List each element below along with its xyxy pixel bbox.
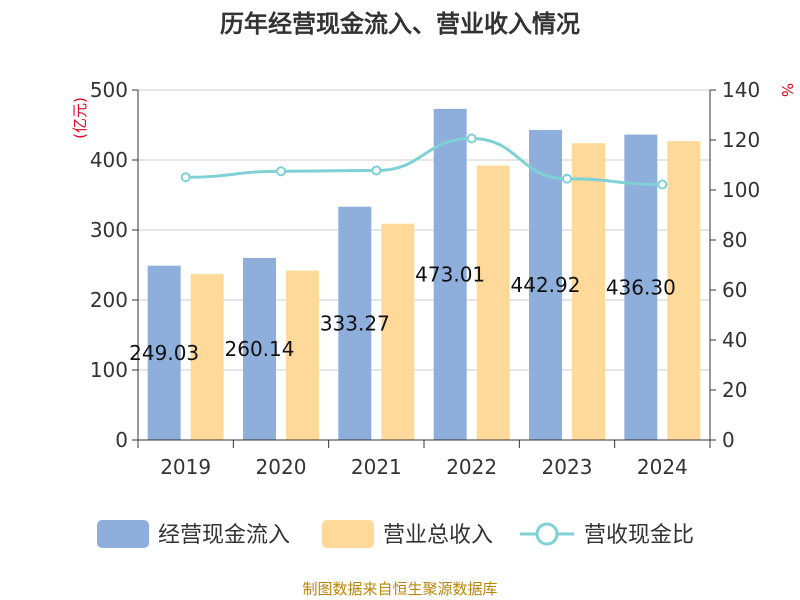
right-tick-label: 20 [722, 378, 747, 402]
left-tick-label: 400 [90, 148, 128, 172]
right-tick-label: 100 [722, 178, 760, 202]
right-axis-unit: % [778, 83, 796, 97]
data-label: 260.14 [225, 337, 295, 361]
right-tick-label: 120 [722, 128, 760, 152]
ratio-point [466, 133, 477, 144]
x-tick-label: 2022 [446, 455, 497, 479]
ratio-line-path [185, 136, 663, 186]
bar-cash-inflow [243, 257, 276, 440]
left-tick-label: 100 [90, 358, 128, 382]
data-label: 333.27 [320, 311, 390, 335]
x-tick-label: 2019 [160, 455, 211, 479]
bar-revenue [190, 274, 224, 440]
ratio-point [180, 172, 191, 183]
bar-revenue [476, 165, 510, 440]
data-labels: 249.03 260.14 333.27 473.01 442.92 436.30 [129, 262, 676, 364]
left-tick-label: 0 [115, 428, 128, 452]
legend-label-cash-inflow: 经营现金流入 [158, 523, 290, 548]
bar-revenue [286, 270, 319, 440]
bar-revenue [572, 143, 605, 440]
ratio-line [180, 133, 668, 190]
ratio-point [371, 165, 382, 176]
bar-cash-inflow [529, 129, 562, 440]
bar-cash-inflow [338, 206, 372, 440]
legend-swatch-revenue [322, 520, 374, 548]
x-tick-label: 2020 [256, 455, 307, 479]
bar-cash-inflow [433, 108, 467, 440]
ratio-point [276, 166, 286, 177]
data-label: 442.92 [511, 273, 581, 297]
axes: 0 100 200 300 400 500 0 20 40 60 80 100 120 140 2019 20… [90, 78, 760, 479]
legend-label-ratio: 营收现金比 [584, 523, 694, 548]
ratio-point [562, 173, 572, 184]
right-tick-label: 80 [722, 228, 747, 252]
data-label: 436.30 [606, 275, 676, 299]
bar-revenue [381, 223, 415, 440]
legend-marker-ratio [535, 522, 559, 546]
left-tick-label: 500 [90, 78, 128, 102]
data-label: 249.03 [129, 341, 199, 365]
legend-swatch-cash-inflow [97, 520, 149, 548]
left-axis-unit: (亿元) [71, 97, 89, 139]
data-label: 473.01 [415, 262, 485, 286]
legend: 经营现金流入 营业总收入 营收现金比 [97, 520, 694, 548]
x-tick-label: 2024 [637, 455, 688, 479]
left-tick-label: 200 [90, 288, 128, 312]
right-tick-label: 40 [722, 328, 747, 352]
ratio-point [657, 179, 668, 190]
bars [147, 108, 701, 440]
bar-cash-inflow [147, 265, 181, 440]
source-note: 制图数据来自恒生聚源数据库 [302, 580, 497, 598]
right-tick-label: 0 [722, 428, 735, 452]
x-tick-label: 2021 [351, 455, 402, 479]
chart-title: 历年经营现金流入、营业收入情况 [220, 10, 580, 38]
left-tick-label: 300 [90, 218, 128, 242]
right-tick-label: 140 [722, 78, 760, 102]
x-tick-label: 2023 [542, 455, 593, 479]
legend-label-revenue: 营业总收入 [383, 523, 493, 548]
right-tick-label: 60 [722, 278, 747, 302]
bar-revenue [667, 141, 701, 440]
